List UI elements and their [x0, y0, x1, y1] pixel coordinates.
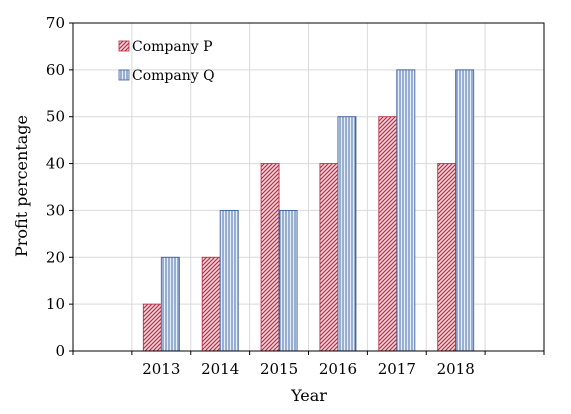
y-tick-label: 30	[46, 201, 65, 219]
y-tick-label: 70	[46, 14, 65, 32]
y-tick-label: 60	[46, 61, 65, 79]
bar-company-p-2013	[142, 303, 162, 352]
grid-layer	[73, 22, 544, 351]
y-tick-label: 50	[46, 108, 65, 126]
x-tick-label: 2015	[260, 360, 298, 378]
bar-company-q-2014	[219, 209, 239, 352]
y-tick-label: 10	[46, 295, 65, 313]
x-tick-label: 2016	[319, 360, 357, 378]
legend-swatch-company-p	[118, 40, 130, 52]
bar-company-p-2018	[437, 163, 457, 352]
x-tick-label: 2013	[142, 360, 180, 378]
bar-company-p-2015	[260, 163, 280, 352]
legend-swatch-company-q	[118, 69, 130, 81]
bar-company-p-2016	[319, 163, 339, 352]
bar-company-p-2017	[378, 116, 398, 352]
y-tick-label: 40	[46, 155, 65, 173]
bar-company-q-2015	[278, 209, 298, 352]
x-tick-label: 2014	[201, 360, 239, 378]
bar-company-q-2016	[337, 116, 357, 352]
bar-company-p-2014	[201, 256, 221, 352]
bar-company-q-2018	[455, 69, 475, 352]
axis-layer: 0 10 20 30 40 50 60 70 2013 2014 2015 2016 2017 2018	[46, 14, 545, 378]
legend: Company P Company Q	[118, 39, 215, 84]
legend-label-company-q: Company Q	[132, 68, 215, 84]
x-axis-title: Year	[290, 386, 327, 405]
bar-company-q-2017	[396, 69, 416, 352]
y-axis-title: Profit percentage	[12, 115, 31, 257]
y-tick-label: 20	[46, 248, 65, 266]
y-tick-label: 0	[55, 342, 65, 360]
legend-label-company-p: Company P	[132, 39, 213, 55]
x-tick-label: 2018	[437, 360, 475, 378]
x-tick-label: 2017	[378, 360, 416, 378]
bar-company-q-2013	[160, 256, 180, 352]
